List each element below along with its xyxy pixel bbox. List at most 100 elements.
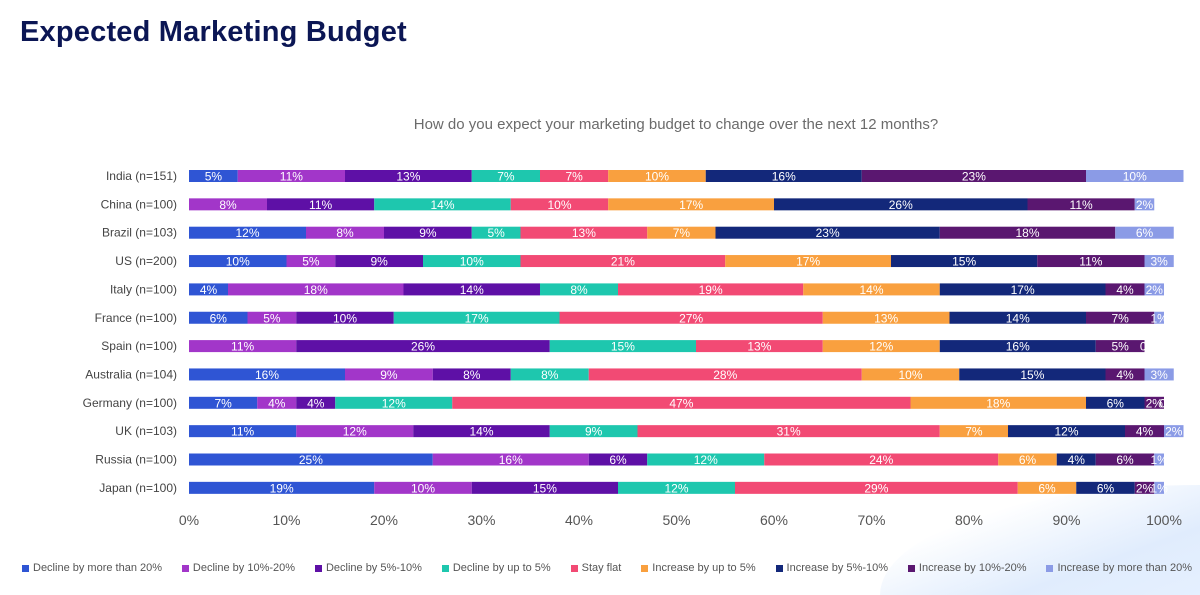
data-label: 11% — [231, 425, 254, 439]
data-label: 18% — [304, 283, 328, 297]
data-label: 47% — [669, 396, 693, 410]
category-label: India (n=151) — [106, 169, 177, 183]
data-label: 26% — [889, 198, 913, 212]
data-label: 6% — [1019, 453, 1037, 467]
data-label: 10% — [333, 311, 357, 325]
data-label: 23% — [962, 170, 986, 184]
category-label: Germany (n=100) — [83, 396, 177, 410]
data-label: 6% — [1116, 453, 1134, 467]
legend-item: Decline by more than 20% — [22, 562, 162, 574]
bar-segment — [939, 226, 1116, 239]
x-tick-label: 50% — [662, 512, 690, 528]
data-label: 13% — [747, 340, 771, 354]
bar-segment — [237, 170, 345, 182]
data-label: 17% — [1011, 283, 1035, 297]
data-label: 13% — [874, 311, 898, 325]
bar-segment — [189, 198, 267, 211]
bar-segment — [423, 255, 521, 268]
legend-swatch — [22, 564, 29, 572]
data-label: 8% — [541, 368, 559, 382]
data-label: 8% — [570, 283, 588, 297]
bar-segment — [335, 255, 423, 268]
bar-segment — [471, 170, 540, 182]
data-label: 16% — [1006, 340, 1030, 354]
data-label: 4% — [200, 283, 218, 297]
x-tick-label: 30% — [467, 512, 495, 528]
bar-segment — [1115, 226, 1174, 239]
bar-segment — [189, 226, 306, 239]
category-label: Italy (n=100) — [110, 282, 177, 296]
data-label: 12% — [664, 481, 688, 495]
bar-segment — [228, 283, 404, 296]
bar-segment — [803, 283, 940, 296]
bar-segment — [286, 255, 336, 268]
bar-segment — [189, 425, 297, 438]
data-label: 10% — [645, 170, 669, 184]
bar-segment — [296, 340, 550, 353]
bar-segment — [189, 311, 248, 324]
data-label: 16% — [499, 453, 523, 467]
bar-segment — [608, 170, 706, 182]
legend-swatch — [570, 564, 578, 572]
legend-item: Stay flat — [570, 562, 622, 574]
bar-segment — [618, 283, 804, 296]
data-label: 10% — [460, 255, 484, 269]
category-label: Brazil (n=103) — [102, 226, 177, 240]
bar-segment — [189, 255, 287, 268]
bar-segment — [608, 198, 774, 211]
data-label: 10% — [547, 198, 571, 212]
data-label: 12% — [382, 396, 406, 410]
x-tick-label: 0% — [179, 512, 199, 528]
bar-segment — [296, 425, 414, 438]
legend-item: Decline by 5%-10% — [314, 562, 422, 574]
bar-segment — [345, 368, 433, 381]
bar-segment — [471, 226, 521, 239]
data-label: 9% — [585, 425, 603, 439]
data-label: 6% — [210, 311, 228, 325]
data-label: 10% — [226, 255, 250, 269]
bar-segment — [432, 453, 589, 466]
bar-segment — [822, 340, 940, 353]
data-label: 13% — [572, 226, 596, 240]
data-label: 25% — [299, 453, 323, 467]
bar-segment — [725, 255, 891, 268]
legend-item: Increase by 10%-20% — [907, 562, 1027, 574]
data-label: 5% — [1111, 340, 1129, 354]
bar-segment — [1164, 425, 1184, 438]
bar-segment — [715, 226, 940, 239]
category-label: US (n=200) — [115, 254, 177, 268]
bar-segment — [861, 170, 1086, 182]
data-label: 15% — [611, 340, 635, 354]
legend-label: Decline by 5%-10% — [325, 562, 422, 574]
data-label: 10% — [411, 481, 435, 495]
data-label: 15% — [1020, 368, 1044, 382]
bar-segment — [1144, 283, 1164, 296]
data-label: 2% — [1136, 198, 1154, 212]
data-label: 4% — [1116, 368, 1134, 382]
data-label: 23% — [816, 226, 840, 240]
data-label: 2% — [1136, 481, 1154, 495]
data-label: 4% — [1136, 425, 1154, 439]
bar-segment — [1105, 283, 1145, 296]
data-label: 2% — [1165, 425, 1183, 439]
legend-item: Increase by more than 20% — [1046, 562, 1192, 574]
bar-segment — [891, 255, 1038, 268]
bar-segment — [1027, 198, 1135, 211]
data-label: 0% — [1159, 396, 1177, 410]
bar-segment — [939, 283, 1106, 296]
bar-segment — [588, 368, 862, 381]
bar-segment — [1076, 481, 1135, 494]
data-label: 16% — [255, 368, 279, 382]
data-label: 29% — [864, 481, 888, 495]
data-label: 15% — [533, 481, 557, 495]
data-label: 28% — [713, 368, 737, 382]
data-label: 19% — [270, 481, 294, 495]
legend-label: Stay flat — [581, 562, 622, 574]
data-label: 5% — [487, 226, 505, 240]
bar-segment — [1095, 340, 1145, 353]
data-label: 2% — [1146, 283, 1164, 297]
bar-segment — [1144, 396, 1164, 409]
data-label: 12% — [235, 226, 259, 240]
data-label: 31% — [777, 425, 801, 439]
